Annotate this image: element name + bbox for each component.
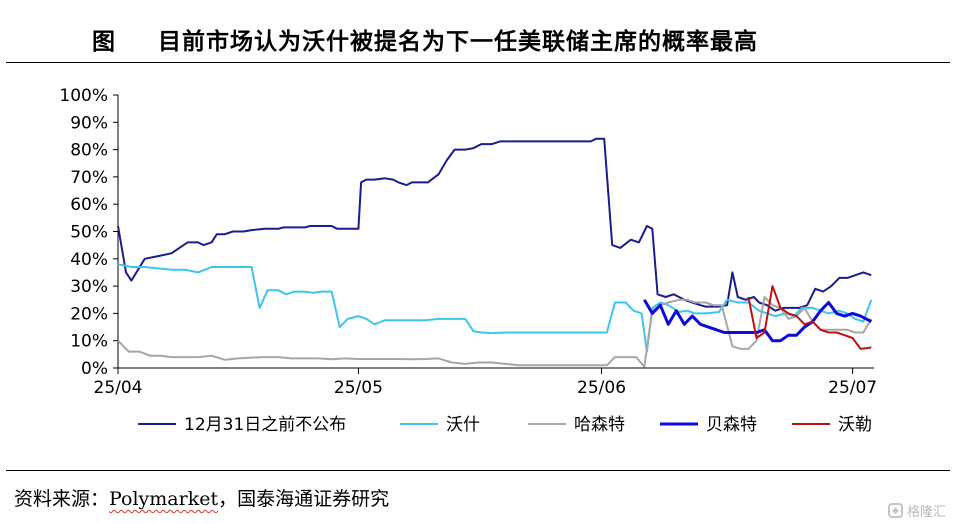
series-line-4	[643, 299, 872, 343]
legend-label: 沃什	[446, 415, 480, 435]
y-tick-label: 40%	[70, 250, 108, 270]
y-tick-label: 50%	[70, 223, 108, 243]
y-tick-label: 60%	[70, 195, 108, 215]
logo-icon: ◆	[887, 503, 903, 518]
y-tick-label: 0%	[81, 359, 108, 379]
figure-label: 图	[92, 28, 116, 55]
line-chart: 0% 10% 20% 30% 40% 50% 60% 70% 80% 90% 100% 25/04 25…	[59, 86, 877, 435]
watermark-text: 格隆汇	[906, 505, 946, 520]
watermark: ◆ 格隆汇	[887, 501, 946, 520]
y-tick-label: 80%	[70, 141, 108, 161]
title-divider	[6, 62, 950, 63]
y-tick-label: 30%	[70, 277, 108, 297]
series-line-2	[117, 263, 873, 353]
chart-title: 图 目前市场认为沃什被提名为下一任美联储主席的概率最高	[14, 22, 944, 56]
legend-label: 哈森特	[574, 415, 625, 435]
source-divider	[6, 470, 950, 471]
x-tick-label: 25/05	[334, 378, 383, 398]
figure-title: 目前市场认为沃什被提名为下一任美联储主席的概率最高	[158, 28, 758, 55]
legend-label: 贝森特	[706, 415, 757, 435]
source-brand: Polymarket	[109, 488, 219, 510]
series-line-1	[117, 137, 872, 312]
y-tick-label: 10%	[70, 332, 108, 352]
x-tick-label: 25/04	[94, 378, 143, 398]
source-suffix: ，国泰海通证券研究	[218, 488, 390, 510]
series-line-5	[747, 285, 872, 350]
y-tick-label: 100%	[59, 86, 108, 106]
y-tick-label: 20%	[70, 304, 108, 324]
source-prefix: 资料来源：	[14, 488, 110, 510]
legend-label: 12月31日之前不公布	[184, 415, 346, 435]
legend-label: 沃勒	[838, 415, 872, 435]
y-tick-label: 70%	[70, 168, 108, 188]
x-tick-label: 25/07	[828, 378, 877, 398]
source-note: 资料来源：Polymarket，国泰海通证券研究	[14, 484, 389, 511]
y-tick-label: 90%	[70, 113, 108, 133]
x-tick-label: 25/06	[577, 378, 626, 398]
series-line-3	[117, 296, 873, 368]
